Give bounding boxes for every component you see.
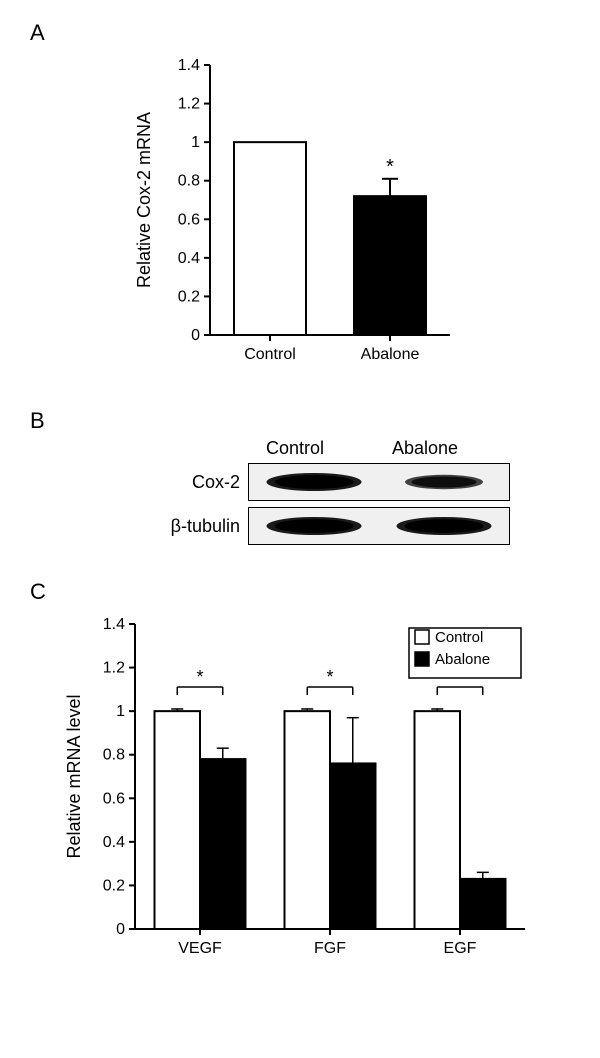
panel-c-label: C [30, 579, 570, 605]
svg-text:*: * [196, 667, 203, 687]
gel-row-label: β-tubulin [150, 516, 248, 537]
gel-header-abalone: Abalone [360, 438, 490, 459]
panel-b-label: B [30, 408, 570, 434]
gel-headers: Control Abalone [230, 438, 490, 459]
svg-text:Relative mRNA level: Relative mRNA level [64, 694, 84, 858]
gel-header-control: Control [230, 438, 360, 459]
svg-text:1: 1 [191, 134, 200, 151]
svg-text:VEGF: VEGF [178, 940, 222, 957]
svg-text:1.4: 1.4 [178, 57, 200, 74]
gel-row: β-tubulin [150, 507, 510, 545]
svg-text:*: * [386, 156, 394, 178]
svg-text:0.6: 0.6 [178, 211, 200, 228]
gel-lane-box [248, 463, 510, 501]
svg-text:1: 1 [116, 703, 125, 720]
panel-c: C 0 0.2 0.4 0.6 0.8 1 1.2 1.4 Relative mRNA leve… [30, 579, 570, 969]
panel-b: B Control Abalone Cox-2 β-tubulin [30, 408, 570, 551]
svg-text:EGF: EGF [444, 940, 477, 957]
svg-text:0.8: 0.8 [103, 747, 125, 764]
svg-text:0: 0 [116, 921, 125, 938]
svg-text:Abalone: Abalone [361, 346, 420, 363]
svg-text:0.8: 0.8 [178, 173, 200, 190]
svg-text:0.2: 0.2 [178, 288, 200, 305]
svg-text:1.4: 1.4 [103, 616, 125, 633]
svg-text:1.2: 1.2 [178, 96, 200, 113]
svg-text:0.4: 0.4 [178, 250, 200, 267]
svg-text:Control: Control [435, 629, 483, 646]
svg-text:0.4: 0.4 [103, 834, 125, 851]
svg-text:Relative Cox-2 mRNA: Relative Cox-2 mRNA [134, 112, 154, 288]
svg-text:0.2: 0.2 [103, 877, 125, 894]
svg-text:FGF: FGF [314, 940, 346, 957]
svg-text:Abalone: Abalone [435, 651, 490, 668]
svg-text:1.2: 1.2 [103, 660, 125, 677]
panel-a-label: A [30, 20, 570, 46]
svg-text:*: * [326, 667, 333, 687]
cox2-mrna-bar-chart: 0 0.2 0.4 0.6 0.8 1 1.2 1.4 Relative Cox-2 mRNA C… [130, 50, 470, 380]
gel-row-label: Cox-2 [150, 472, 248, 493]
svg-text:Control: Control [244, 346, 296, 363]
gel-lane-box [248, 507, 510, 545]
gel-row: Cox-2 [150, 463, 510, 501]
growth-factor-mrna-bar-chart: 0 0.2 0.4 0.6 0.8 1 1.2 1.4 Relative mRNA level V… [60, 609, 540, 969]
svg-text:0.6: 0.6 [103, 790, 125, 807]
svg-text:0: 0 [191, 327, 200, 344]
panel-a: A 0 0.2 0.4 0.6 0.8 1 1.2 1.4 Relative Cox-2 mRN… [30, 20, 570, 380]
